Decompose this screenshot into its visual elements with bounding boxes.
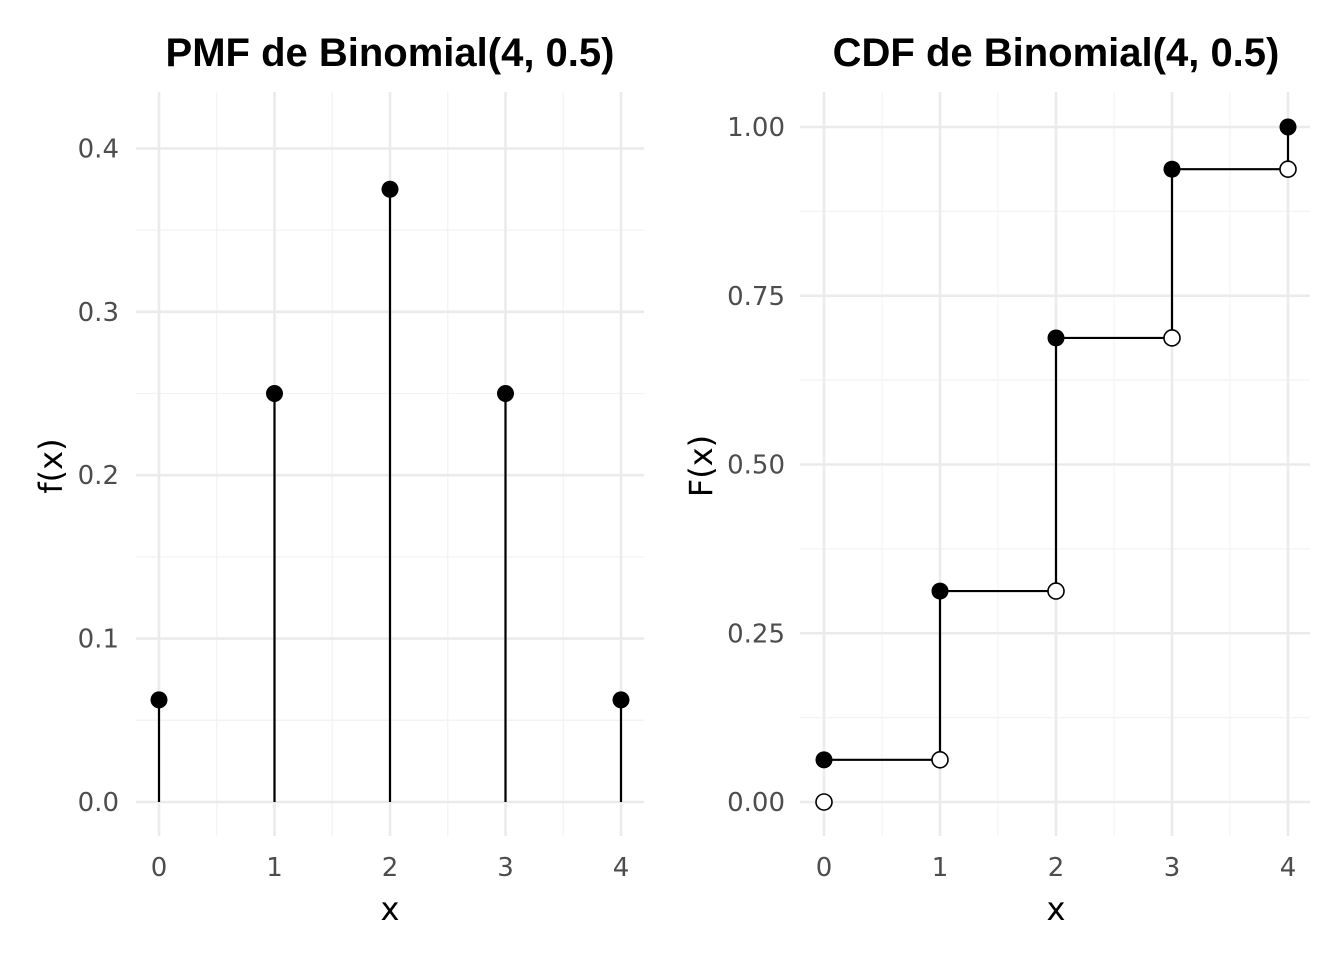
cdf-y-tick-label: 0.75 (727, 282, 785, 312)
pmf-y-tick-label: 0.3 (78, 298, 119, 328)
cdf-y-axis-label: F(x) (682, 435, 720, 497)
pmf-y-tick-label: 0.2 (78, 461, 119, 491)
cdf-closed-point (931, 582, 949, 600)
cdf-x-tick-label: 0 (816, 853, 833, 883)
pmf-y-axis-label: f(x) (32, 438, 70, 493)
pmf-x-tick-label: 2 (382, 853, 399, 883)
cdf-open-point (931, 751, 949, 769)
pmf-y-tick-label: 0.4 (78, 134, 119, 164)
pmf-point (612, 691, 630, 709)
cdf-marks (815, 118, 1297, 811)
cdf-closed-point (1279, 118, 1297, 136)
cdf-panel: CDF de Binomial(4, 0.5) 0.00 0.25 0.50 0.75… (682, 31, 1310, 928)
cdf-y-tick-label: 0.50 (727, 451, 785, 481)
cdf-open-point (1047, 582, 1065, 600)
cdf-x-tick-label: 1 (932, 853, 949, 883)
cdf-open-point (1279, 160, 1297, 178)
cdf-open-point (815, 793, 833, 811)
pmf-x-tick-label: 4 (613, 853, 630, 883)
pmf-x-tick-label: 1 (266, 853, 283, 883)
pmf-point (497, 385, 514, 402)
pmf-title: PMF de Binomial(4, 0.5) (166, 31, 615, 75)
pmf-y-tick-labels: 0.0 0.1 0.2 0.3 0.4 (78, 134, 119, 818)
cdf-closed-point (815, 751, 833, 769)
cdf-x-axis-label: x (1047, 890, 1066, 928)
cdf-closed-point (1163, 160, 1181, 178)
cdf-x-tick-label: 3 (1164, 853, 1181, 883)
cdf-y-tick-labels: 0.00 0.25 0.50 0.75 1.00 (727, 113, 785, 818)
cdf-x-tick-labels: 0 1 2 3 4 (816, 853, 1297, 883)
cdf-y-tick-label: 1.00 (727, 113, 785, 143)
cdf-y-tick-label: 0.25 (727, 619, 785, 649)
cdf-y-tick-label: 0.00 (727, 788, 785, 818)
pmf-y-tick-label: 0.0 (78, 788, 119, 818)
cdf-title: CDF de Binomial(4, 0.5) (833, 31, 1280, 75)
pmf-point (381, 180, 399, 198)
pmf-marks (150, 180, 630, 802)
pmf-panel: PMF de Binomial(4, 0.5) 0.00.10.20.30.4 … (32, 31, 644, 928)
pmf-x-axis-label: x (381, 890, 400, 928)
pmf-point (266, 385, 283, 402)
pmf-x-tick-label: 3 (497, 853, 514, 883)
cdf-open-point (1163, 329, 1181, 347)
pmf-point (150, 691, 168, 709)
pmf-y-tick-label: 0.1 (78, 625, 119, 655)
pmf-x-tick-label: 0 (151, 853, 168, 883)
pmf-x-tick-labels: 0 1 2 3 4 (151, 853, 630, 883)
cdf-x-tick-label: 4 (1280, 853, 1297, 883)
cdf-x-tick-label: 2 (1048, 853, 1065, 883)
cdf-closed-point (1047, 329, 1065, 347)
